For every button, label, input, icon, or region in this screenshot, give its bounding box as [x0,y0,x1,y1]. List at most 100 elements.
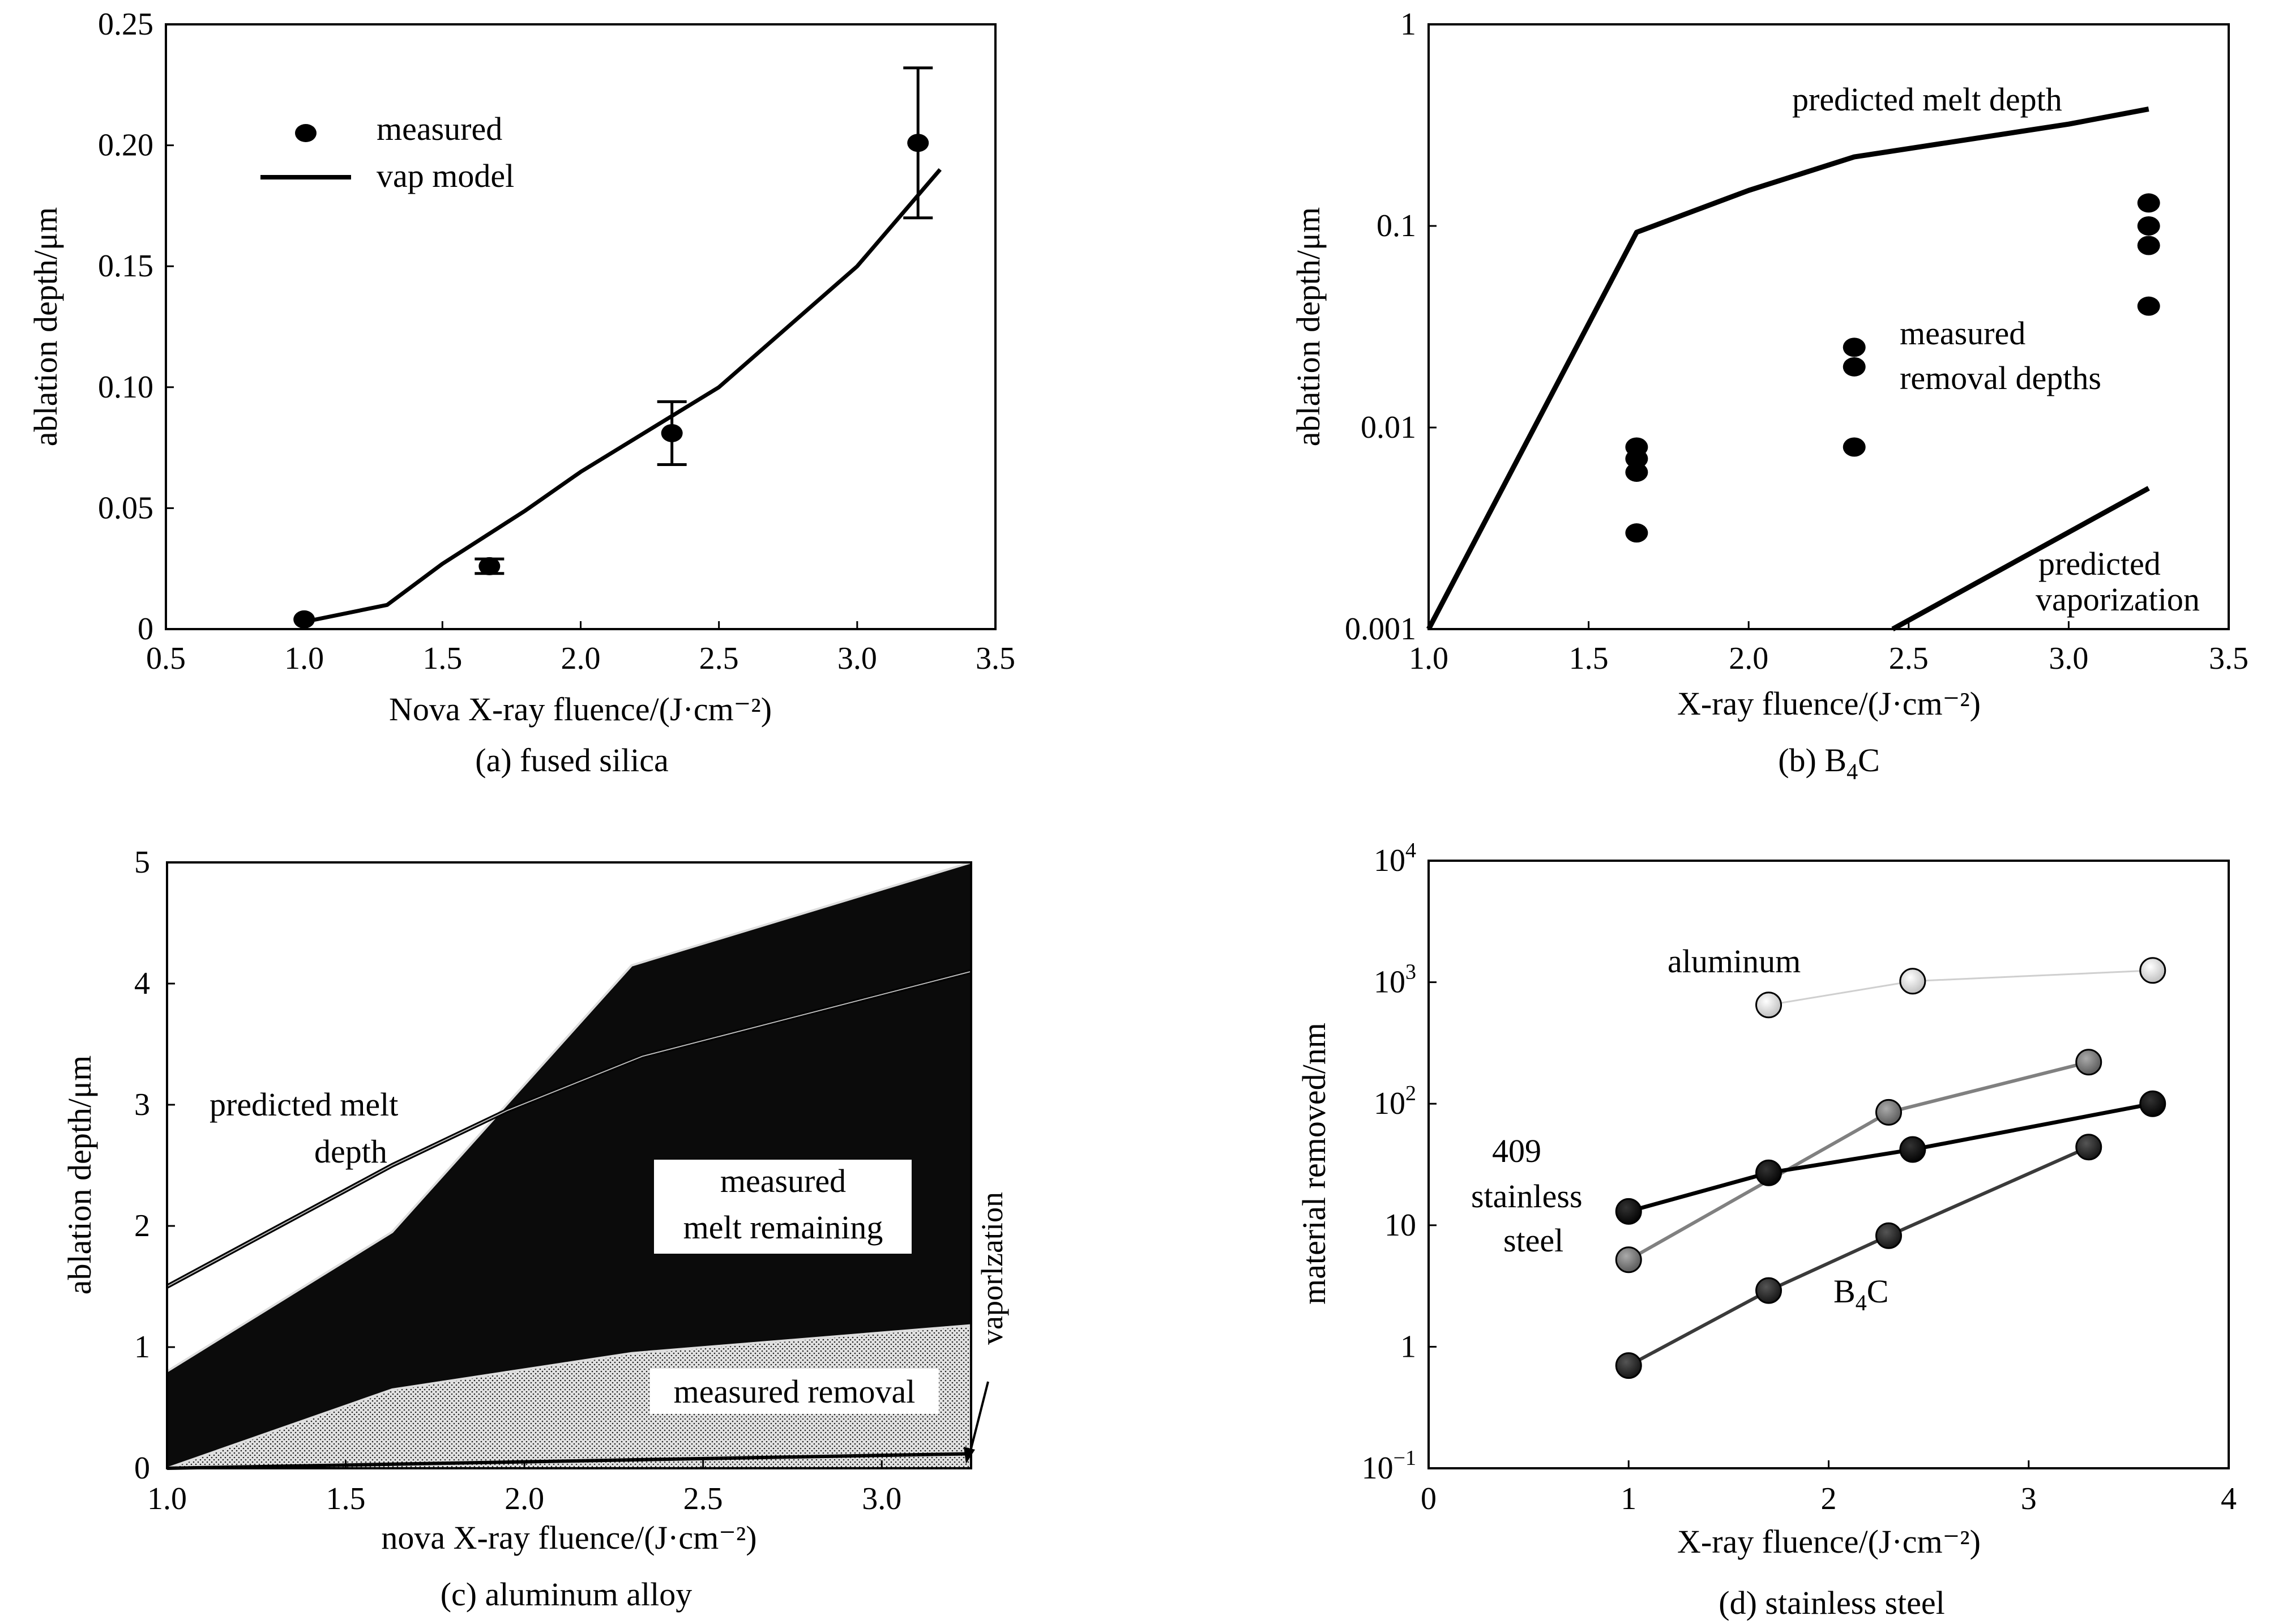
y-tick-label: 10−1 [1362,1446,1416,1486]
y-tick-label: 0.20 [98,128,153,163]
y-tick-base: 10 [1374,1086,1405,1121]
x-tick-label: 2.5 [1889,641,1929,676]
annotation-measured-removal: measured removal [674,1373,916,1410]
y-tick-label: 104 [1374,839,1416,878]
series-measured [293,66,933,629]
y-tick-label: 0.1 [1377,208,1416,243]
measured-removal-point [1843,337,1866,357]
y-tick-label: 4 [134,966,150,1001]
vaporization-arrow [968,1381,989,1456]
y-tick-label: 0.15 [98,249,153,284]
series-point [1615,1352,1642,1379]
y-tick-base: 10 [1374,965,1405,1000]
label-b4c-subscript: 4 [1856,1290,1867,1315]
y-tick-label: 0 [134,1451,150,1486]
measured-point [293,610,315,629]
predicted-melt-highlight [166,971,972,1287]
y-tick-base: 10 [1384,1208,1416,1243]
annotation-removal-depths: removal depths [1900,360,2101,396]
x-tick-label: 2.5 [699,641,739,676]
y-tick-base: 1 [1400,1329,1416,1364]
measured-point [478,557,501,575]
series-point [1899,968,1926,995]
annotation-measured: measured [1900,315,2025,352]
annotation-measured-melt: measured [720,1163,846,1199]
label-box-measured-removal [650,1369,939,1414]
y-tick-label: 3 [134,1087,150,1122]
caption-subscript: 4 [1846,759,1858,784]
y-tick-label: 0 [138,612,153,647]
y-tick-label: 0.10 [98,370,153,405]
caption-main: (b) B [1778,742,1846,779]
measured-removal-point [1625,449,1648,469]
y-tick-label: 103 [1374,960,1416,1000]
annotation-predicted: predicted [2038,545,2161,582]
y-tick-base: 10 [1362,1451,1394,1486]
x-tick-label: 1.0 [147,1481,187,1516]
panel-a-fused-silica: 0.5 1.0 1.5 2.0 2.5 3.0 3.5 0 0.05 0.10 0.15 0.20 0.… [27,7,1015,779]
y-axis-label: ablation depth/μm [61,1055,98,1295]
y-tick-exponent: 3 [1405,960,1416,984]
predicted-line [1891,486,2150,631]
series-point [1875,1222,1902,1249]
measured-removal-point [2137,296,2160,316]
caption-tail: C [1858,742,1880,779]
y-tick-label: 1 [134,1330,150,1365]
series-point [2139,957,2166,984]
vap-model-line [304,168,942,624]
plot-frame [166,861,972,1469]
axis-ticks: 1.0 1.5 2.0 2.5 3.0 3.5 0.001 0.01 0.1 1 [1345,7,2249,676]
panel-c-aluminum-alloy: 1.0 1.5 2.0 2.5 3.0 0 1 2 3 4 5 predicted melt dep… [61,845,1009,1613]
series-point [1755,992,1783,1019]
y-tick-label: 10 [1384,1208,1416,1243]
label-aluminum: aluminum [1668,943,1801,980]
x-tick-label: 3.0 [837,641,877,676]
vaporization-line [166,1452,972,1470]
x-tick-label: 1.5 [1569,641,1609,676]
series-line [1627,1060,2089,1262]
y-axis-label: material removed/nm [1296,1023,1332,1305]
y-axis-label: ablation depth/μm [1290,207,1327,447]
y-tick-label: 0.05 [98,490,153,525]
x-tick-label: 1 [1621,1481,1636,1516]
measured-removal-point [1625,462,1648,482]
x-tick-label: 2 [1821,1481,1837,1516]
x-axis-label: Nova X-ray fluence/(J·cm⁻²) [389,691,772,728]
measured-removal-point [2137,193,2160,213]
panel-caption: (c) aluminum alloy [441,1576,693,1613]
y-tick-exponent: −1 [1394,1446,1416,1470]
measured-point [661,424,683,442]
series-point [2075,1049,2102,1076]
x-axis-label: nova X-ray fluence/(J·cm⁻²) [381,1519,756,1556]
legend-marker-measured [295,124,317,142]
panel-caption: (a) fused silica [475,742,668,779]
x-axis-label: X-ray fluence/(J·cm⁻²) [1677,685,1981,722]
axis-ticks: 1.0 1.5 2.0 2.5 3.0 0 1 2 3 4 5 [134,845,901,1516]
x-tick-label: 3.0 [2049,641,2088,676]
series-point [1875,1099,1902,1126]
label-b4c-main: B [1833,1273,1856,1310]
axis-ticks: 0.5 1.0 1.5 2.0 2.5 3.0 3.5 0 0.05 0.10 0.15 0.20 0.… [98,7,1015,676]
series-vap-model [304,168,942,624]
x-tick-label: 1.0 [1409,641,1448,676]
series-point [1755,1277,1783,1304]
label-stainless: stainless [1471,1178,1583,1215]
series-measured-removal-depths [1625,193,2160,543]
x-tick-label: 0.5 [146,641,186,676]
x-tick-label: 2.0 [561,641,601,676]
x-axis-label: X-ray fluence/(J·cm⁻²) [1677,1523,1981,1560]
series-point [2139,1090,2166,1117]
y-tick-label: 0.001 [1345,612,1416,647]
series-point [1899,1136,1926,1163]
measured-removal-point [2137,216,2160,236]
series-point [1615,1198,1642,1225]
annotation-predicted-melt: predicted melt [210,1086,398,1123]
x-tick-label: 0 [1421,1481,1437,1516]
panel-caption: (b) B4C [1778,742,1880,784]
series-line [1627,1145,2089,1367]
y-tick-label: 0.25 [98,7,153,42]
area-melt-remaining [167,862,971,1468]
x-tick-label: 1.0 [284,641,324,676]
predicted-line [1426,106,2149,631]
